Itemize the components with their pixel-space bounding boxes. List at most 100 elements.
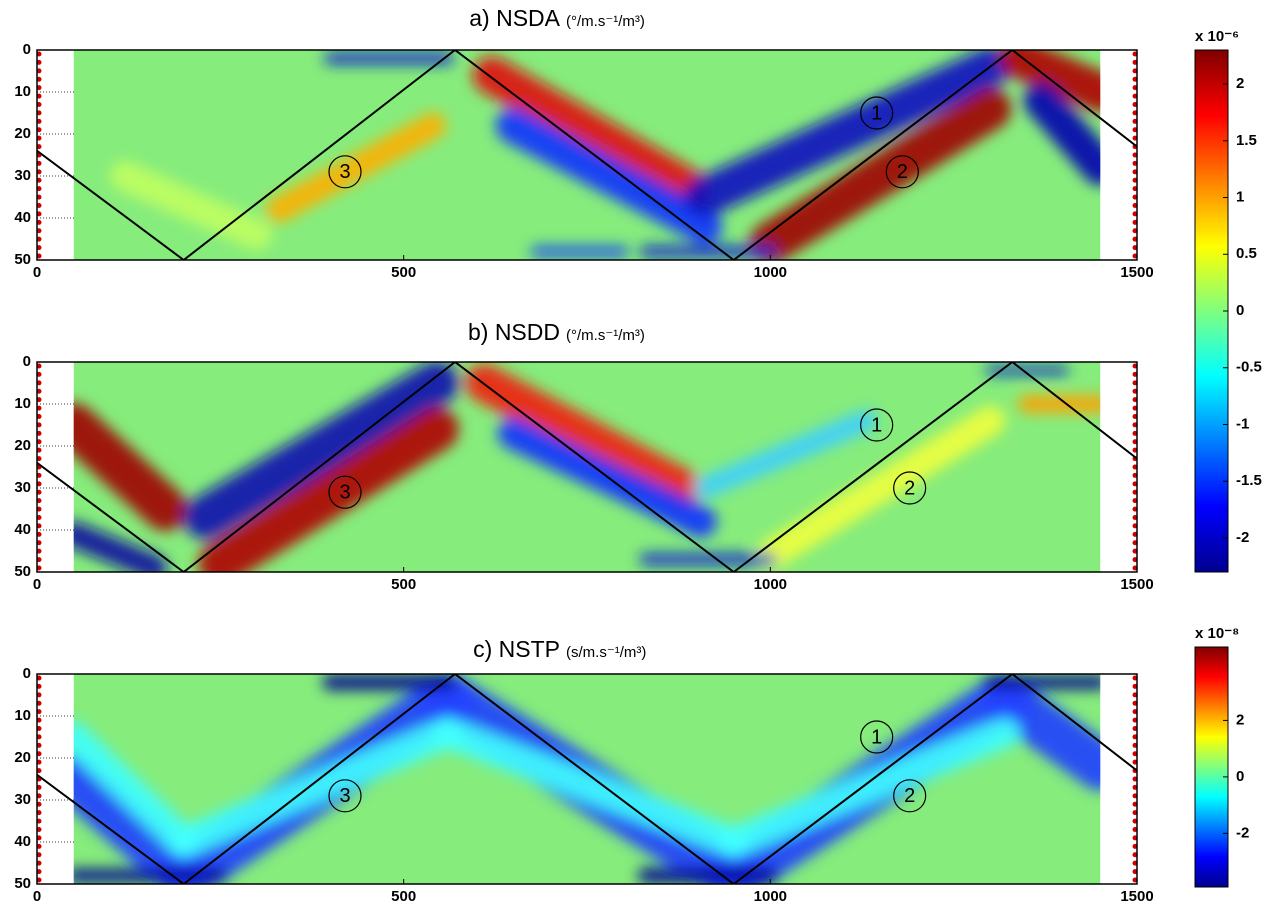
x-tick-label: 0 [33,576,41,593]
y-tick-label: 0 [23,665,31,682]
x-tick-label: 1000 [754,264,787,281]
ray-path [37,674,1137,884]
receiver [37,388,42,394]
receiver [37,127,42,133]
receiver [37,177,42,183]
receiver [37,363,42,369]
receiver [1132,481,1137,487]
y-tick-label: 50 [14,563,31,580]
receiver [37,675,42,681]
field-band [684,50,1011,217]
y-tick-label: 20 [14,125,31,142]
receiver [1132,869,1137,875]
colorbar-tick-label: 0 [1236,302,1244,319]
receiver [37,93,42,99]
receiver [1132,531,1137,537]
receiver [1132,565,1137,571]
annotation-circle [328,475,362,509]
annotation-circle [893,471,927,505]
receiver [1132,464,1137,470]
receiver [37,843,42,849]
receiver [1132,700,1137,706]
receiver [1132,843,1137,849]
receiver [37,498,42,504]
receiver [37,709,42,715]
field [37,674,1137,884]
receiver [1132,371,1137,377]
receiver [1132,557,1137,563]
receiver [37,430,42,436]
field-band [266,112,446,223]
receiver [1132,877,1137,883]
receiver [37,506,42,512]
receiver [1132,169,1137,175]
receiver [1132,506,1137,512]
field-band [999,50,1121,112]
x-tick-label: 500 [391,888,416,905]
receiver [37,869,42,875]
annotation: 1 [871,414,882,436]
receiver [1132,135,1137,141]
receiver [1132,498,1137,504]
x-tick-label: 1500 [1120,576,1153,593]
receiver [37,118,42,124]
receiver [1132,405,1137,411]
receiver [1132,827,1137,832]
receiver [1132,422,1137,428]
receiver [37,810,42,816]
title: b) NSDD [468,319,560,345]
receiver [1132,489,1137,495]
receiver [37,135,42,141]
receiver [1132,127,1137,133]
receiver [37,186,42,192]
annotation: 3 [339,785,350,807]
receiver [37,211,42,217]
receiver [37,219,42,225]
y-tick-label: 40 [14,209,31,226]
x-tick-label: 1000 [754,888,787,905]
receiver [1132,51,1137,57]
receiver [37,203,42,208]
receiver [1132,675,1137,681]
receiver [37,236,42,242]
colorbar-tick-label: 1 [1236,188,1244,205]
colorbar-tick-label: -2 [1236,824,1249,841]
receiver [1132,59,1137,65]
border-mask [1100,50,1137,260]
receiver [37,59,42,65]
receiver [1132,228,1137,234]
x-tick-label: 0 [33,264,41,281]
annotation: 2 [897,161,908,183]
x-tick-label: 500 [391,576,416,593]
colorbar-tick-label: -0.5 [1236,359,1262,376]
field-band [755,405,1006,571]
plot-frame [36,361,1138,573]
colorbar-tick-label: -2 [1236,529,1249,546]
y-tick-label: 10 [14,83,31,100]
receiver [37,717,42,723]
units: (s/m.s⁻¹/m³) [566,644,646,661]
y-tick-label: 20 [14,437,31,454]
x-tick-label: 0 [33,888,41,905]
field-band [718,717,1020,857]
receiver [1132,102,1137,107]
receiver [1132,363,1137,369]
field-band [693,409,877,499]
annotation: 2 [904,785,915,807]
colorbar-tick-label: 0 [1236,768,1244,785]
title: c) NSTP [473,636,560,662]
field-band [472,56,709,208]
units: (°/m.s⁻¹/m³) [566,13,645,30]
field-band [60,521,168,572]
annotation-circle [885,155,919,189]
receiver [1132,93,1137,99]
receiver [1132,245,1137,251]
field [37,362,1137,572]
annotation: 3 [339,161,350,183]
receiver [37,852,42,858]
receiver [37,515,42,520]
receiver [1132,717,1137,723]
receiver [1132,430,1137,436]
receiver [1132,219,1137,225]
